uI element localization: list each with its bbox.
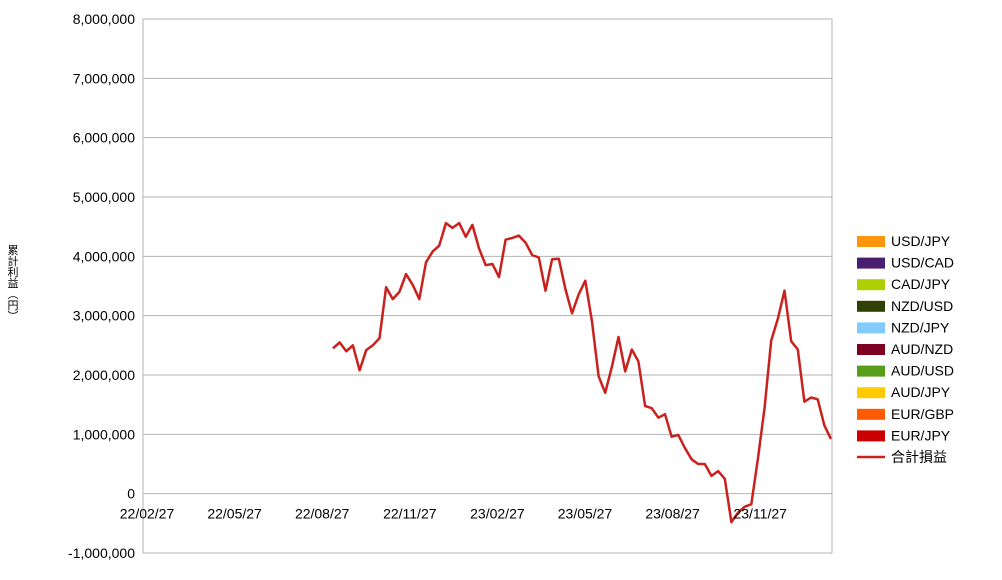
legend-label: NZD/USD: [891, 298, 953, 314]
y-tick-label: 3,000,000: [73, 308, 135, 324]
y-tick-label: 8,000,000: [73, 11, 135, 27]
legend-label: USD/CAD: [891, 255, 954, 271]
legend-label: 合計損益: [891, 449, 947, 465]
legend-label: AUD/JPY: [891, 384, 951, 400]
legend: USD/JPY USD/CAD CAD/JPY NZD/USD NZD/JPY AUD/N…: [857, 233, 954, 465]
legend-label: NZD/JPY: [891, 319, 950, 335]
y-tick-label: 6,000,000: [73, 130, 135, 146]
total-pnl-line: [332, 221, 833, 524]
legend-swatch: [857, 430, 885, 442]
legend-swatch: [857, 365, 885, 377]
grid-layer: [143, 18, 832, 554]
x-tick-label: 22/11/27: [383, 506, 437, 522]
legend-label: EUR/JPY: [891, 427, 951, 443]
y-tick-label: 5,000,000: [73, 189, 135, 205]
legend-swatch: [857, 387, 885, 399]
y-tick-label: 4,000,000: [73, 248, 135, 264]
y-tick-label: 7,000,000: [73, 70, 135, 86]
y-tick-label: 0: [127, 486, 135, 502]
legend-label: AUD/NZD: [891, 341, 953, 357]
x-tick-label: 23/02/27: [470, 506, 525, 522]
legend-label: CAD/JPY: [891, 276, 951, 292]
y-tick-label: -1,000,000: [68, 545, 135, 561]
legend-label: AUD/USD: [891, 363, 954, 379]
legend-swatch: [857, 344, 885, 355]
legend-swatch: [857, 300, 885, 312]
legend-swatch: [857, 257, 885, 269]
legend-swatch: [857, 236, 885, 247]
y-tick-label: 2,000,000: [73, 367, 135, 383]
legend-label: USD/JPY: [891, 233, 951, 249]
y-tick-label: 1,000,000: [73, 426, 135, 442]
legend-swatch: [857, 322, 885, 334]
x-tick-label: 22/02/27: [120, 506, 175, 522]
x-tick-label: 23/05/27: [558, 506, 613, 522]
x-tick-label: 23/11/27: [733, 506, 787, 522]
y-axis-label: 累計利益（円）: [6, 244, 19, 321]
legend-label: EUR/GBP: [891, 406, 954, 422]
legend-swatch: [857, 279, 885, 291]
legend-swatch: [857, 408, 885, 420]
axis-layer: -1,000,000 0 1,000,000 2,000,000 3,000,000 4,…: [68, 11, 833, 561]
line-layer: [332, 221, 833, 524]
x-tick-label: 22/08/27: [295, 506, 350, 522]
x-tick-label: 22/05/27: [207, 506, 262, 522]
x-tick-label: 23/08/27: [645, 506, 700, 522]
